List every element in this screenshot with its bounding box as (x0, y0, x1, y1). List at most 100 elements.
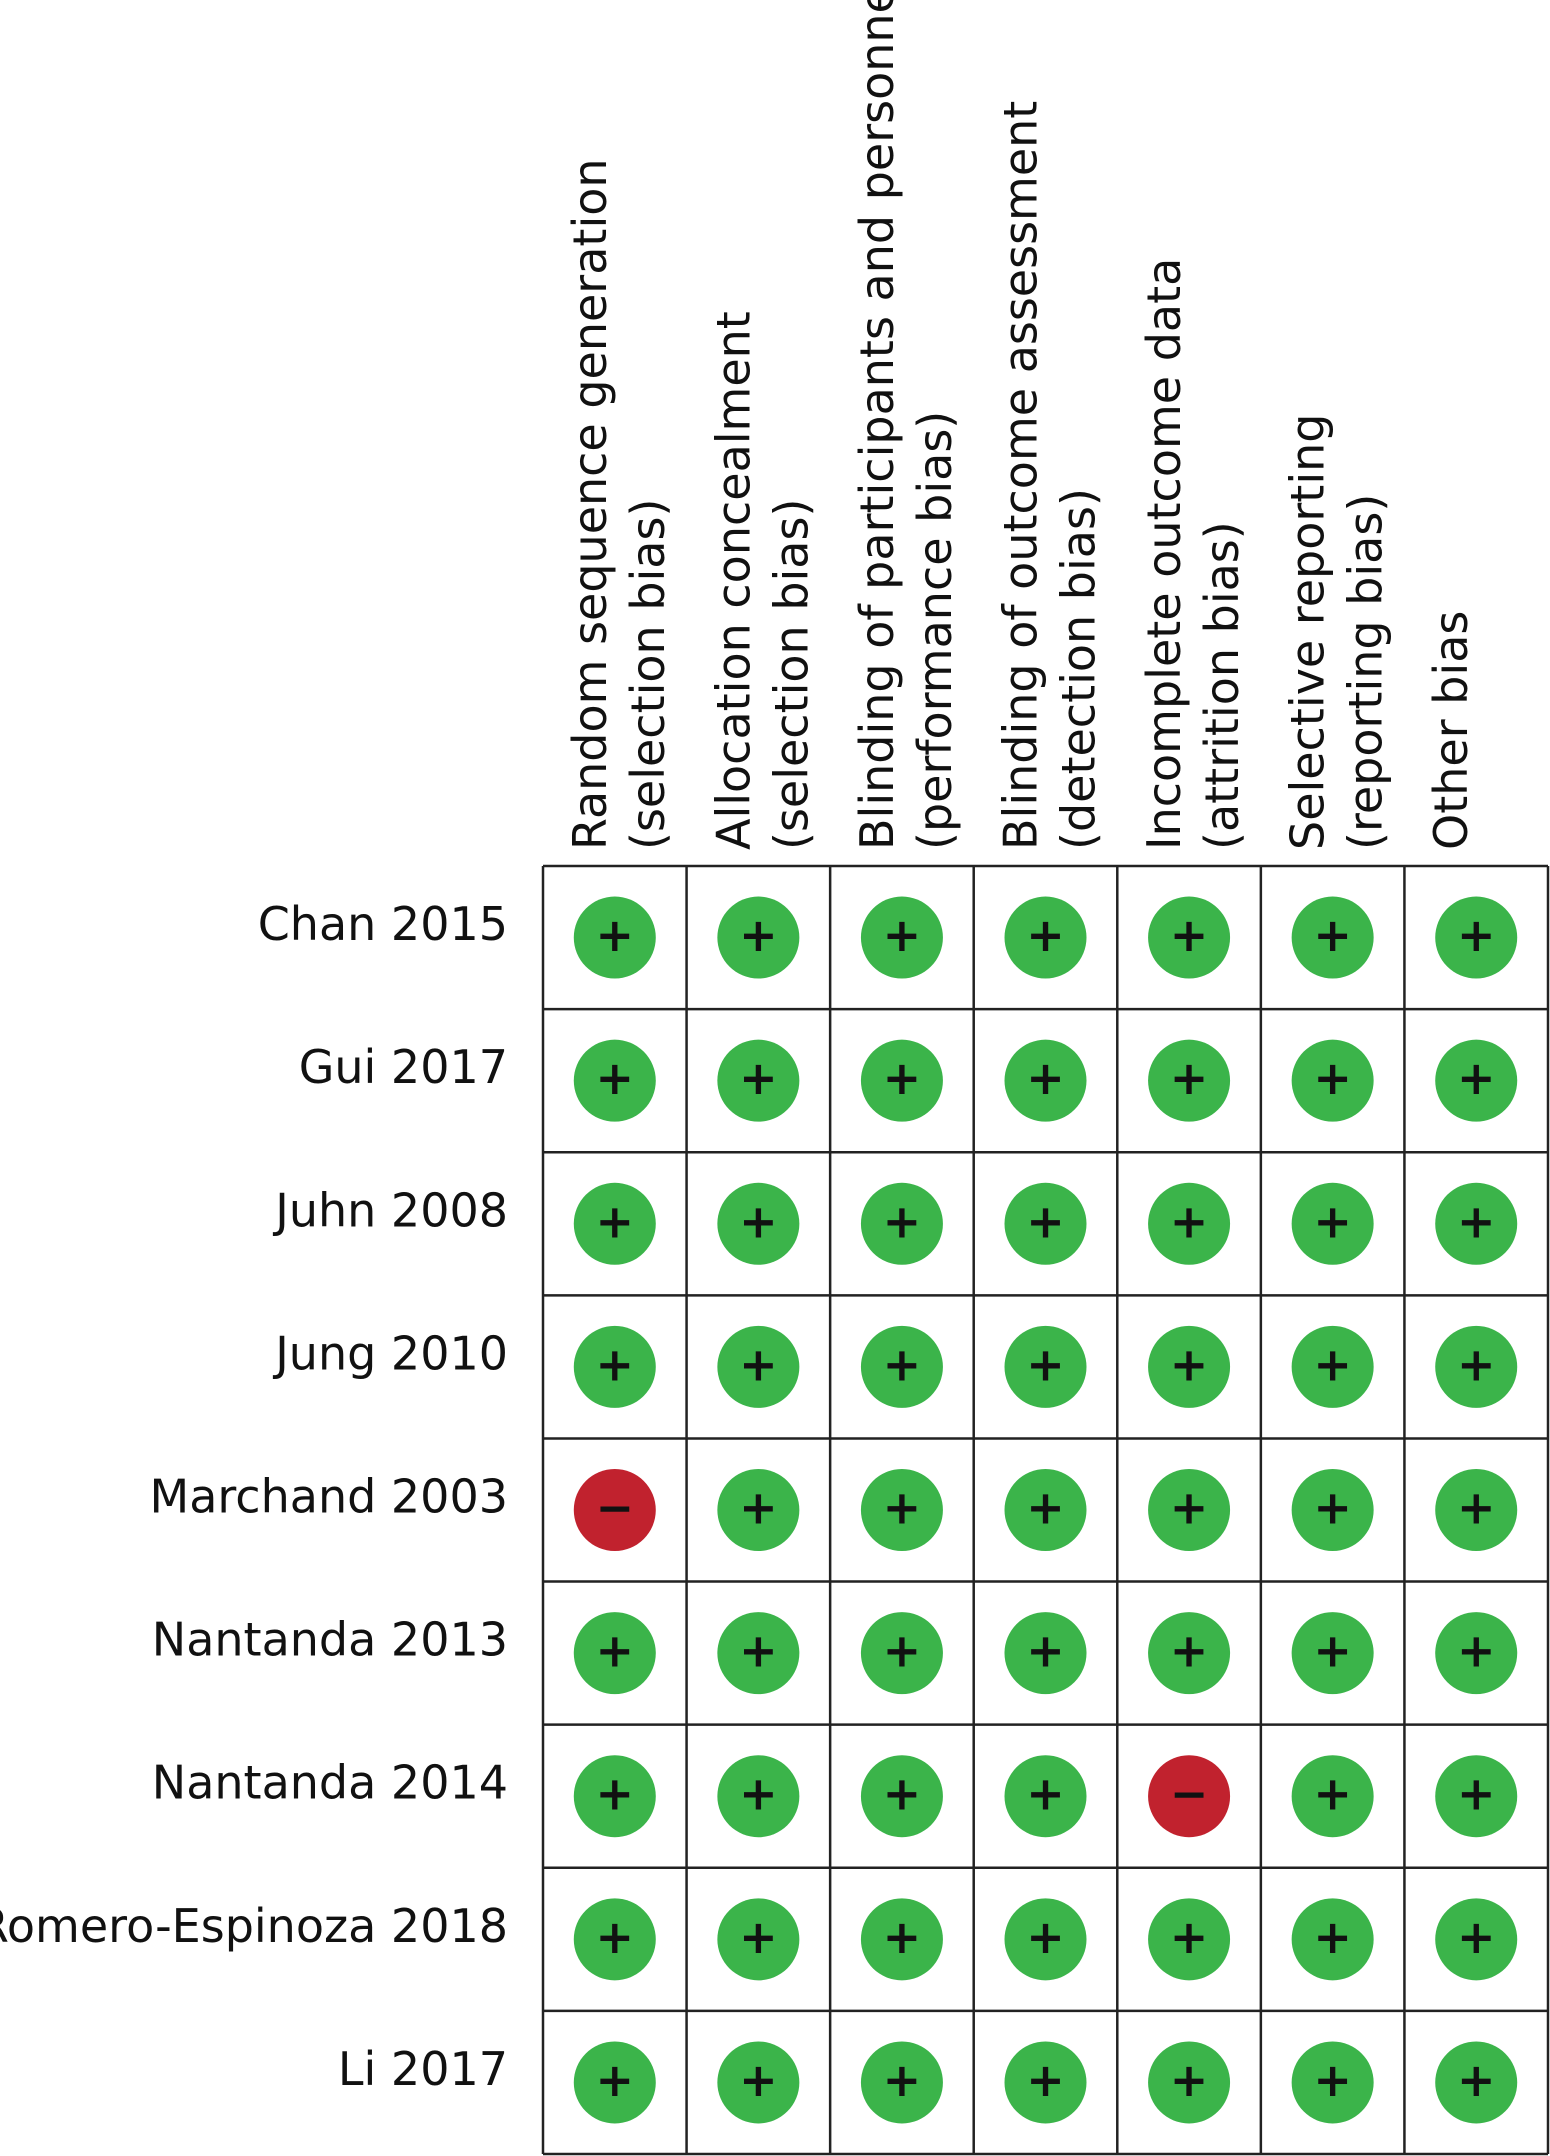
low-risk-marker (1435, 1469, 1518, 1551)
low-risk-marker (1291, 1755, 1374, 1838)
risk-symbol: + (1313, 1051, 1352, 1105)
low-risk-marker (573, 2041, 656, 2124)
risk-symbol: + (883, 1481, 922, 1535)
low-risk-marker (717, 1898, 800, 1981)
column-header-bias-type: (performance bias) (908, 411, 962, 850)
low-risk-marker (1291, 896, 1374, 979)
low-risk-marker (860, 1755, 943, 1838)
low-risk-marker (1004, 1039, 1087, 1122)
risk-symbol: + (1170, 1194, 1209, 1248)
risk-symbol: + (1457, 1337, 1496, 1391)
risk-symbol: + (739, 1624, 778, 1678)
low-risk-marker (860, 1898, 943, 1981)
low-risk-marker (860, 1039, 943, 1122)
low-risk-marker (717, 1325, 800, 1408)
study-label: Marchand 2003 (150, 1470, 508, 1524)
risk-symbol: + (1457, 908, 1496, 962)
risk-symbol: + (596, 1337, 635, 1391)
study-label: Nantanda 2013 (152, 1613, 508, 1667)
risk-symbol: + (1026, 1767, 1065, 1821)
column-header-domain: Allocation concealment (706, 311, 760, 850)
low-risk-marker (1291, 2041, 1374, 2124)
low-risk-marker (573, 896, 656, 979)
risk-symbol: + (883, 1624, 922, 1678)
risk-symbol: + (739, 1194, 778, 1248)
risk-symbol: + (1457, 1624, 1496, 1678)
risk-symbol: + (596, 1624, 635, 1678)
low-risk-marker (717, 1182, 800, 1265)
study-label: Gui 2017 (299, 1040, 508, 1094)
risk-symbol: + (1457, 1910, 1496, 1964)
low-risk-marker (860, 1182, 943, 1265)
low-risk-marker (1004, 2041, 1087, 2124)
risk-symbol: + (1313, 1481, 1352, 1535)
study-label: Chan 2015 (258, 897, 508, 951)
study-label: Li 2017 (338, 2042, 508, 2096)
low-risk-marker (1148, 896, 1231, 979)
risk-symbol: + (739, 1051, 778, 1105)
risk-symbol: + (1313, 908, 1352, 962)
column-header-bias-type: (attrition bias) (1195, 521, 1249, 850)
risk-symbol: + (1313, 1910, 1352, 1964)
column-header-bias-type: (selection bias) (621, 499, 675, 850)
risk-symbol: + (1313, 1624, 1352, 1678)
risk-symbol: + (1313, 1337, 1352, 1391)
low-risk-marker (1004, 1898, 1087, 1981)
low-risk-marker (1435, 1039, 1518, 1122)
risk-symbol: + (1170, 1481, 1209, 1535)
low-risk-marker (1435, 1755, 1518, 1838)
study-label: Romero-Espinoza 2018 (0, 1899, 508, 1953)
risk-symbol: + (1170, 1051, 1209, 1105)
risk-symbol: + (1026, 1481, 1065, 1535)
low-risk-marker (1148, 1182, 1231, 1265)
column-header-domain: Selective reporting (1281, 414, 1335, 850)
column-header-domain: Blinding of participants and personnel (850, 0, 904, 850)
low-risk-marker (717, 1755, 800, 1838)
low-risk-marker (860, 1612, 943, 1695)
low-risk-marker (1435, 896, 1518, 979)
low-risk-marker (1148, 1325, 1231, 1408)
low-risk-marker (1291, 1039, 1374, 1122)
low-risk-marker (1148, 1898, 1231, 1981)
low-risk-marker (717, 896, 800, 979)
low-risk-marker (1291, 1182, 1374, 1265)
risk-symbol: + (596, 1051, 635, 1105)
risk-symbol: + (1313, 2053, 1352, 2107)
low-risk-marker (717, 1039, 800, 1122)
low-risk-marker (1148, 1612, 1231, 1695)
study-label: Nantanda 2014 (152, 1756, 508, 1810)
column-header-domain: Other bias (1424, 611, 1478, 850)
column-header-bias-type: (detection bias) (1052, 488, 1106, 850)
low-risk-marker (1004, 1182, 1087, 1265)
low-risk-marker (573, 1755, 656, 1838)
low-risk-marker (1004, 1325, 1087, 1408)
risk-symbol: + (1026, 1624, 1065, 1678)
risk-symbol: + (1457, 1194, 1496, 1248)
risk-symbol: + (1026, 1910, 1065, 1964)
risk-symbol: + (883, 908, 922, 962)
column-header-bias-type: (selection bias) (764, 499, 818, 850)
risk-symbol: − (596, 1481, 635, 1535)
low-risk-marker (1435, 1325, 1518, 1408)
low-risk-marker (1004, 1755, 1087, 1838)
risk-symbol: + (1457, 2053, 1496, 2107)
low-risk-marker (717, 1612, 800, 1695)
risk-symbol: + (739, 1910, 778, 1964)
column-header-domain: Incomplete outcome data (1137, 258, 1191, 850)
risk-symbol: + (1026, 2053, 1065, 2107)
risk-symbol: + (1313, 1194, 1352, 1248)
low-risk-marker (1435, 1182, 1518, 1265)
risk-symbol: + (739, 1481, 778, 1535)
low-risk-marker (1435, 1612, 1518, 1695)
risk-symbol: + (1457, 1051, 1496, 1105)
low-risk-marker (1291, 1325, 1374, 1408)
risk-symbol: − (1170, 1767, 1209, 1821)
risk-symbol: + (1313, 1767, 1352, 1821)
low-risk-marker (573, 1898, 656, 1981)
risk-symbol: + (739, 1337, 778, 1391)
column-header-domain: Random sequence generation (563, 158, 617, 850)
risk-symbol: + (739, 2053, 778, 2107)
column-header-bias-type: (reporting bias) (1339, 494, 1393, 850)
low-risk-marker (1148, 2041, 1231, 2124)
risk-symbol: + (883, 1910, 922, 1964)
